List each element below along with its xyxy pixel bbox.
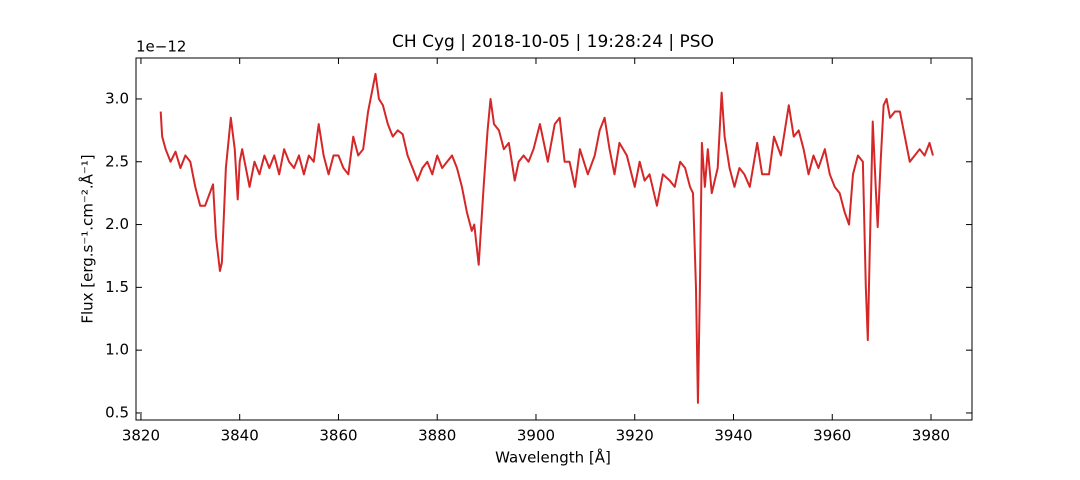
x-tick-label: 3980 [912,427,950,445]
x-tick-label: 3860 [319,427,357,445]
y-tick-label: 2.5 [105,152,129,170]
offset-label: 1e−12 [136,38,186,56]
x-tick-label: 3940 [714,427,752,445]
y-axis-label: Flux [erg.s⁻¹.cm⁻².Å⁻¹] [78,154,97,323]
x-tick-label: 3900 [517,427,555,445]
x-tick-label: 3880 [418,427,456,445]
x-tick-label: 3920 [616,427,654,445]
y-tick-label: 1.5 [105,278,129,296]
spectrum-line [159,72,934,404]
x-tick-label: 3840 [221,427,259,445]
x-axis-label: Wavelength [Å] [495,448,611,467]
y-tick-label: 3.0 [105,89,129,107]
x-tick-label: 3960 [813,427,851,445]
plot-frame [135,57,973,421]
y-tick-label: 1.0 [105,341,129,359]
x-tick-label: 3820 [122,427,160,445]
y-tick-label: 0.5 [105,403,129,421]
chart-title: CH Cyg | 2018-10-05 | 19:28:24 | PSO [392,32,714,52]
y-tick-label: 2.0 [105,215,129,233]
